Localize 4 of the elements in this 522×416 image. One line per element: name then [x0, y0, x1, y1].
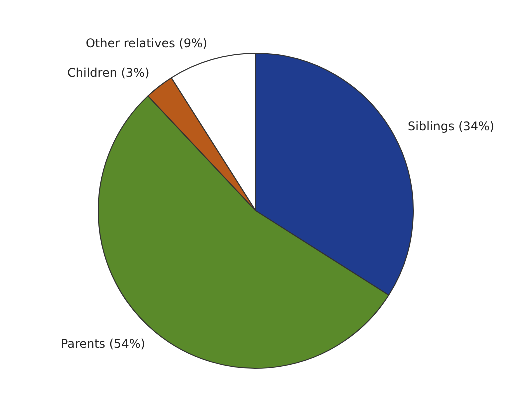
slice-label: Siblings (34%)	[408, 120, 495, 134]
slice-label: Other relatives (9%)	[86, 36, 208, 51]
slice-label: Children (3%)	[68, 66, 150, 80]
slice-label: Parents (54%)	[60, 336, 146, 351]
